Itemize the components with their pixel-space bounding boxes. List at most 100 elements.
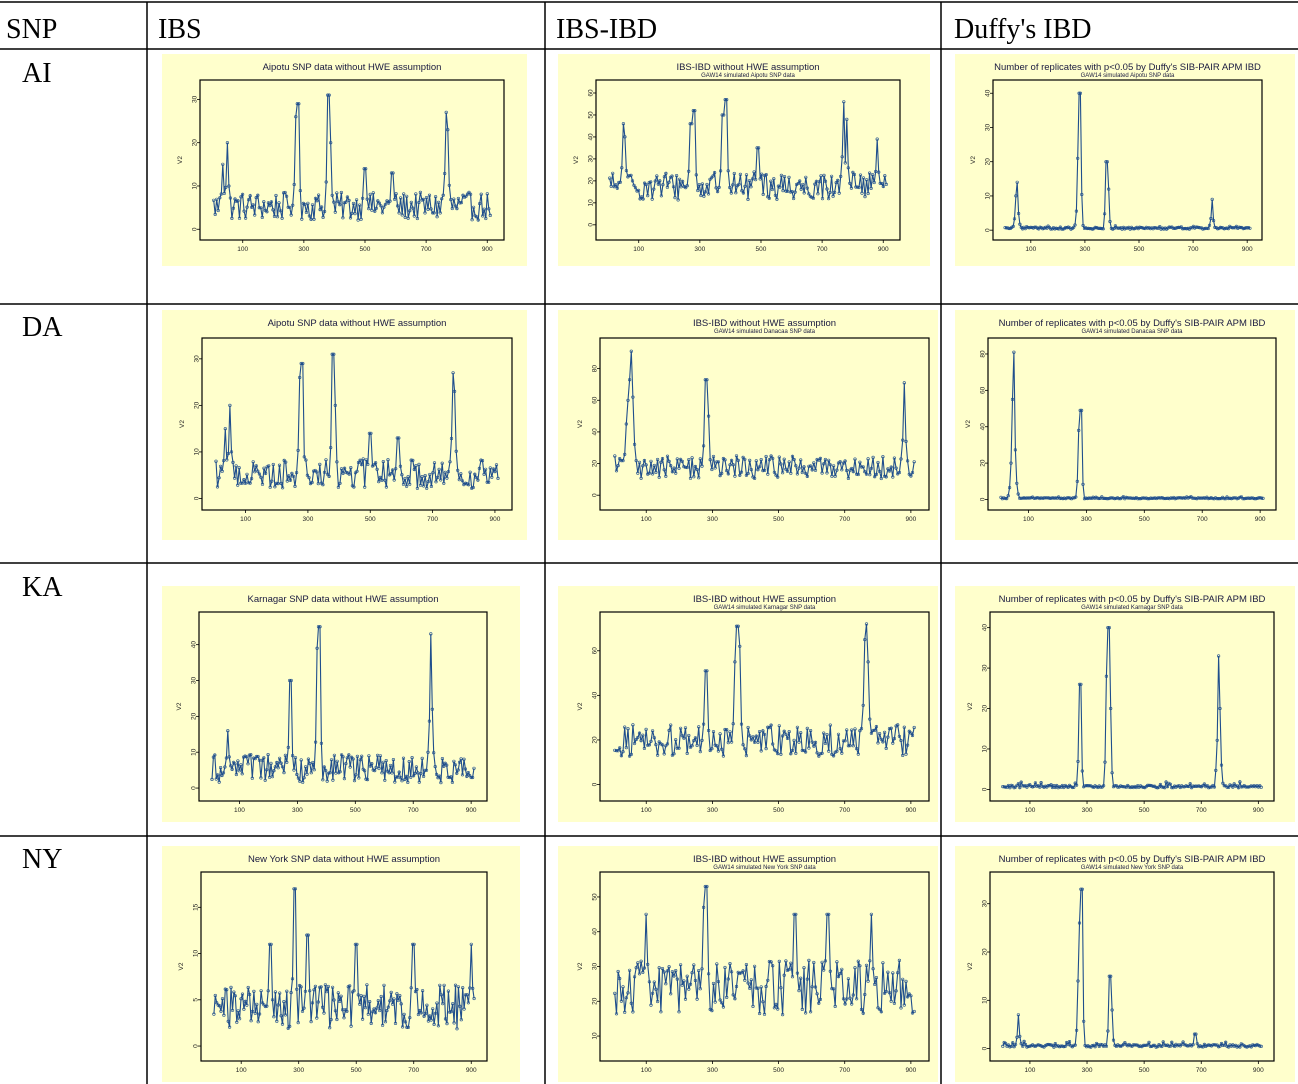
data-point	[674, 738, 678, 742]
data-point	[456, 468, 460, 472]
data-point	[466, 770, 470, 775]
data-point	[236, 199, 240, 203]
data-point	[1216, 654, 1221, 658]
data-point	[1164, 780, 1168, 784]
series-points	[212, 93, 492, 222]
data-point	[1206, 226, 1210, 231]
data-point	[1081, 223, 1085, 228]
data-point	[1252, 1043, 1256, 1047]
data-point	[753, 178, 758, 182]
data-point	[248, 992, 252, 997]
data-point	[367, 431, 372, 435]
data-point	[279, 1014, 283, 1018]
data-point	[746, 471, 750, 476]
data-point	[1101, 496, 1105, 501]
data-point	[351, 201, 356, 206]
data-point	[387, 771, 391, 775]
data-point	[637, 460, 642, 465]
data-point	[817, 1001, 821, 1005]
data-point	[395, 436, 399, 440]
data-point	[367, 207, 371, 211]
data-point	[260, 758, 265, 762]
y-tick-label: 20	[979, 459, 986, 467]
data-point	[1151, 784, 1155, 789]
data-point	[1087, 784, 1091, 788]
data-point	[452, 1021, 456, 1025]
data-point	[858, 964, 862, 968]
data-point	[323, 983, 328, 987]
data-point	[307, 476, 311, 480]
data-point	[1072, 785, 1076, 789]
data-point	[1222, 1043, 1226, 1047]
data-point	[833, 474, 837, 478]
y-tick-label: 80	[979, 350, 986, 358]
data-point	[222, 1013, 226, 1017]
data-point	[257, 472, 262, 476]
data-point	[1199, 1044, 1204, 1049]
data-point	[1172, 226, 1177, 230]
data-point	[1011, 224, 1015, 228]
data-point	[642, 746, 647, 751]
data-point	[391, 757, 396, 762]
data-point	[634, 966, 638, 970]
data-point	[674, 968, 678, 973]
data-point	[1161, 1040, 1165, 1044]
data-point	[451, 1002, 455, 1006]
data-point	[1033, 496, 1038, 500]
data-point	[324, 458, 328, 462]
data-point	[667, 459, 671, 464]
data-point	[1198, 784, 1202, 789]
data-point	[633, 186, 638, 190]
data-point	[782, 729, 786, 733]
data-point	[240, 772, 244, 776]
data-point	[820, 197, 825, 201]
data-point	[293, 887, 298, 891]
chart-background	[955, 54, 1295, 266]
data-point	[1137, 497, 1141, 501]
data-point	[912, 460, 916, 464]
data-point	[273, 990, 278, 994]
data-point	[421, 989, 425, 993]
data-point	[296, 776, 301, 780]
data-point	[873, 728, 877, 732]
data-point	[907, 992, 911, 996]
data-point	[638, 197, 642, 201]
data-point	[309, 771, 313, 775]
y-tick-label: 30	[190, 677, 197, 685]
data-point	[479, 192, 483, 196]
data-point	[715, 460, 719, 464]
data-point	[815, 457, 819, 462]
data-point	[882, 991, 887, 995]
data-point	[369, 431, 373, 435]
data-point	[682, 465, 686, 469]
data-point	[429, 207, 433, 211]
data-point	[398, 993, 402, 998]
data-point	[360, 463, 364, 467]
data-point	[733, 660, 737, 664]
data-point	[777, 959, 781, 964]
data-point	[1222, 784, 1226, 788]
data-point	[887, 469, 892, 473]
data-point	[467, 483, 471, 487]
y-axis-label: V2	[577, 702, 584, 710]
data-point	[896, 971, 900, 975]
data-point	[797, 988, 801, 993]
data-point	[708, 458, 712, 462]
x-tick-label: 100	[1024, 807, 1035, 814]
data-point	[702, 194, 706, 198]
data-point	[1212, 785, 1216, 789]
data-point	[639, 476, 643, 480]
data-point	[382, 205, 386, 209]
data-point	[675, 977, 679, 981]
data-point	[1049, 1043, 1053, 1047]
y-tick-label: 10	[193, 448, 200, 456]
data-point	[253, 1011, 257, 1015]
data-point	[731, 183, 735, 187]
data-point	[613, 991, 617, 996]
y-tick-label: 10	[192, 950, 199, 958]
data-point	[849, 186, 854, 190]
data-point	[905, 459, 910, 463]
data-point	[216, 208, 220, 213]
data-point	[1229, 497, 1233, 501]
data-point	[286, 205, 290, 209]
